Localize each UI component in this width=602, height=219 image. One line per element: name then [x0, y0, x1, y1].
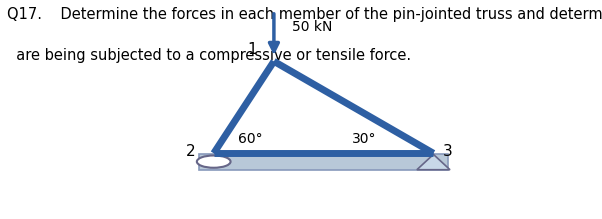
Text: Q17.    Determine the forces in each member of the pin-jointed truss and determi: Q17. Determine the forces in each member…	[7, 7, 602, 21]
Text: 50 kN: 50 kN	[292, 20, 332, 34]
Text: 2: 2	[186, 144, 196, 159]
Polygon shape	[417, 154, 450, 170]
Text: 3: 3	[442, 144, 452, 159]
Text: 1: 1	[247, 42, 257, 57]
Bar	[199, 154, 448, 170]
Text: 60°: 60°	[238, 132, 262, 146]
Circle shape	[197, 155, 231, 168]
Text: 30°: 30°	[352, 132, 377, 146]
Text: are being subjected to a compressive or tensile force.: are being subjected to a compressive or …	[7, 48, 411, 63]
